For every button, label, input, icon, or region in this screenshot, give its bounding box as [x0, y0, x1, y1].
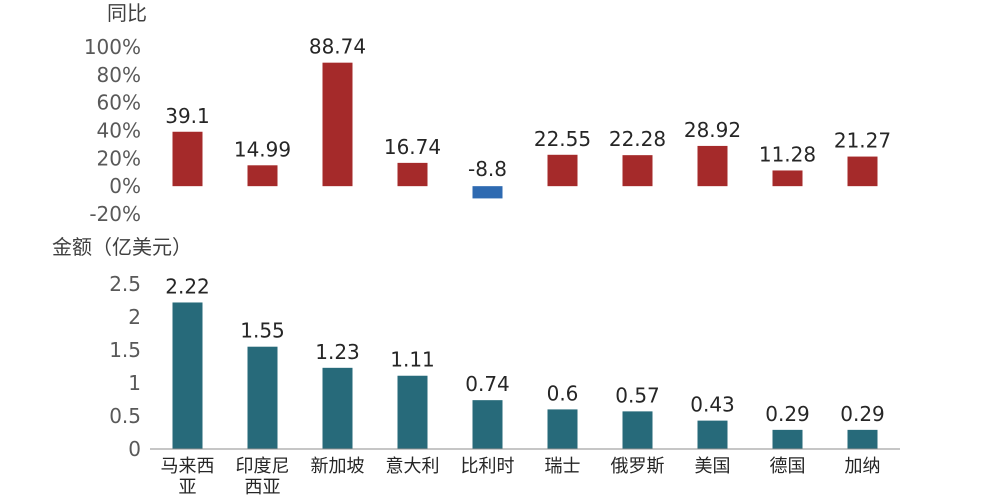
yoy-bar-9 — [772, 170, 803, 187]
category-label: 德国 — [770, 456, 806, 477]
yoy-y-tick-label: -20% — [89, 202, 141, 226]
amount-bars — [172, 302, 878, 449]
yoy-bar-2 — [247, 165, 278, 187]
yoy-value-label: 16.74 — [384, 135, 441, 159]
yoy-value-label: 88.74 — [309, 35, 366, 59]
yoy-y-axis: -20% 0% 20% 40% 60% 80% 100% — [84, 35, 141, 226]
amount-data-labels: 2.22 1.55 1.23 1.11 0.74 0.6 0.57 0.43 0.29 0.29 — [165, 274, 885, 425]
yoy-y-tick-label: 60% — [97, 91, 141, 115]
yoy-bars — [172, 62, 878, 199]
category-label: 俄罗斯 — [611, 456, 665, 477]
yoy-bar-3 — [322, 62, 353, 187]
yoy-bar-10 — [847, 156, 878, 187]
yoy-bar-4 — [397, 162, 428, 187]
amount-chart: 金额（亿美元） 0 0.5 1 1.5 2 2.5 2.22 1.55 1.23 1.11 0.7… — [52, 235, 900, 498]
yoy-data-labels: 39.1 14.99 88.74 16.74 -8.8 22.55 22.28 28.92 11… — [165, 35, 891, 181]
yoy-value-label: 22.28 — [609, 127, 666, 151]
amount-y-tick-label: 1.5 — [109, 338, 141, 362]
amount-y-tick-label: 2.5 — [109, 272, 141, 296]
amount-value-label: 0.57 — [615, 383, 660, 407]
amount-value-label: 0.6 — [547, 381, 579, 405]
amount-axis-title: 金额（亿美元） — [52, 235, 192, 259]
amount-bar-8 — [697, 420, 728, 449]
yoy-value-label: 14.99 — [234, 137, 291, 161]
amount-value-label: 1.11 — [390, 348, 435, 372]
amount-bar-3 — [322, 367, 353, 449]
category-label: 意大利 — [386, 456, 440, 477]
yoy-growth-chart: 同比 -20% 0% 20% 40% 60% 80% 100% 39.1 14.99 88.74… — [84, 1, 891, 226]
yoy-value-label: 21.27 — [834, 129, 891, 153]
category-label: 马来西 — [161, 456, 215, 477]
amount-value-label: 2.22 — [165, 274, 210, 298]
category-label: 西亚 — [245, 477, 281, 498]
yoy-bar-1 — [172, 131, 203, 187]
amount-value-label: 0.74 — [465, 372, 510, 396]
category-label: 亚 — [179, 477, 197, 498]
amount-value-label: 1.55 — [240, 319, 285, 343]
amount-bar-6 — [547, 409, 578, 449]
amount-bar-1 — [172, 302, 203, 449]
yoy-axis-title: 同比 — [107, 1, 147, 25]
category-label: 比利时 — [461, 456, 515, 477]
amount-value-label: 1.23 — [315, 340, 360, 364]
yoy-y-tick-label: 0% — [109, 174, 141, 198]
category-label: 美国 — [695, 456, 731, 477]
amount-bar-4 — [397, 375, 428, 449]
amount-bar-2 — [247, 346, 278, 449]
yoy-bar-5 — [472, 186, 503, 199]
amount-value-label: 0.29 — [840, 402, 885, 426]
amount-value-label: 0.43 — [690, 393, 735, 417]
category-label: 印度尼 — [236, 456, 290, 477]
yoy-y-tick-label: 80% — [97, 63, 141, 87]
category-label: 瑞士 — [545, 456, 581, 477]
yoy-value-label: 28.92 — [684, 118, 741, 142]
amount-bar-10 — [847, 429, 878, 449]
yoy-value-label: 22.55 — [534, 127, 591, 151]
yoy-y-tick-label: 40% — [97, 119, 141, 143]
yoy-y-tick-label: 20% — [97, 146, 141, 170]
yoy-bar-7 — [622, 155, 653, 187]
amount-y-tick-label: 1 — [128, 371, 141, 395]
yoy-bar-8 — [697, 145, 728, 187]
category-label: 加纳 — [845, 456, 881, 477]
amount-bar-5 — [472, 400, 503, 449]
yoy-value-label: 39.1 — [165, 104, 210, 128]
amount-y-axis: 0 0.5 1 1.5 2 2.5 — [109, 272, 141, 461]
yoy-y-tick-label: 100% — [84, 35, 141, 59]
category-label: 新加坡 — [311, 456, 365, 477]
amount-y-tick-label: 0.5 — [109, 404, 141, 428]
yoy-value-label: -8.8 — [468, 157, 507, 181]
amount-y-tick-label: 2 — [128, 305, 141, 329]
yoy-bar-6 — [547, 154, 578, 187]
amount-value-label: 0.29 — [765, 402, 810, 426]
amount-bar-7 — [622, 411, 653, 449]
yoy-value-label: 11.28 — [759, 142, 816, 166]
amount-bar-9 — [772, 429, 803, 449]
amount-y-tick-label: 0 — [128, 437, 141, 461]
